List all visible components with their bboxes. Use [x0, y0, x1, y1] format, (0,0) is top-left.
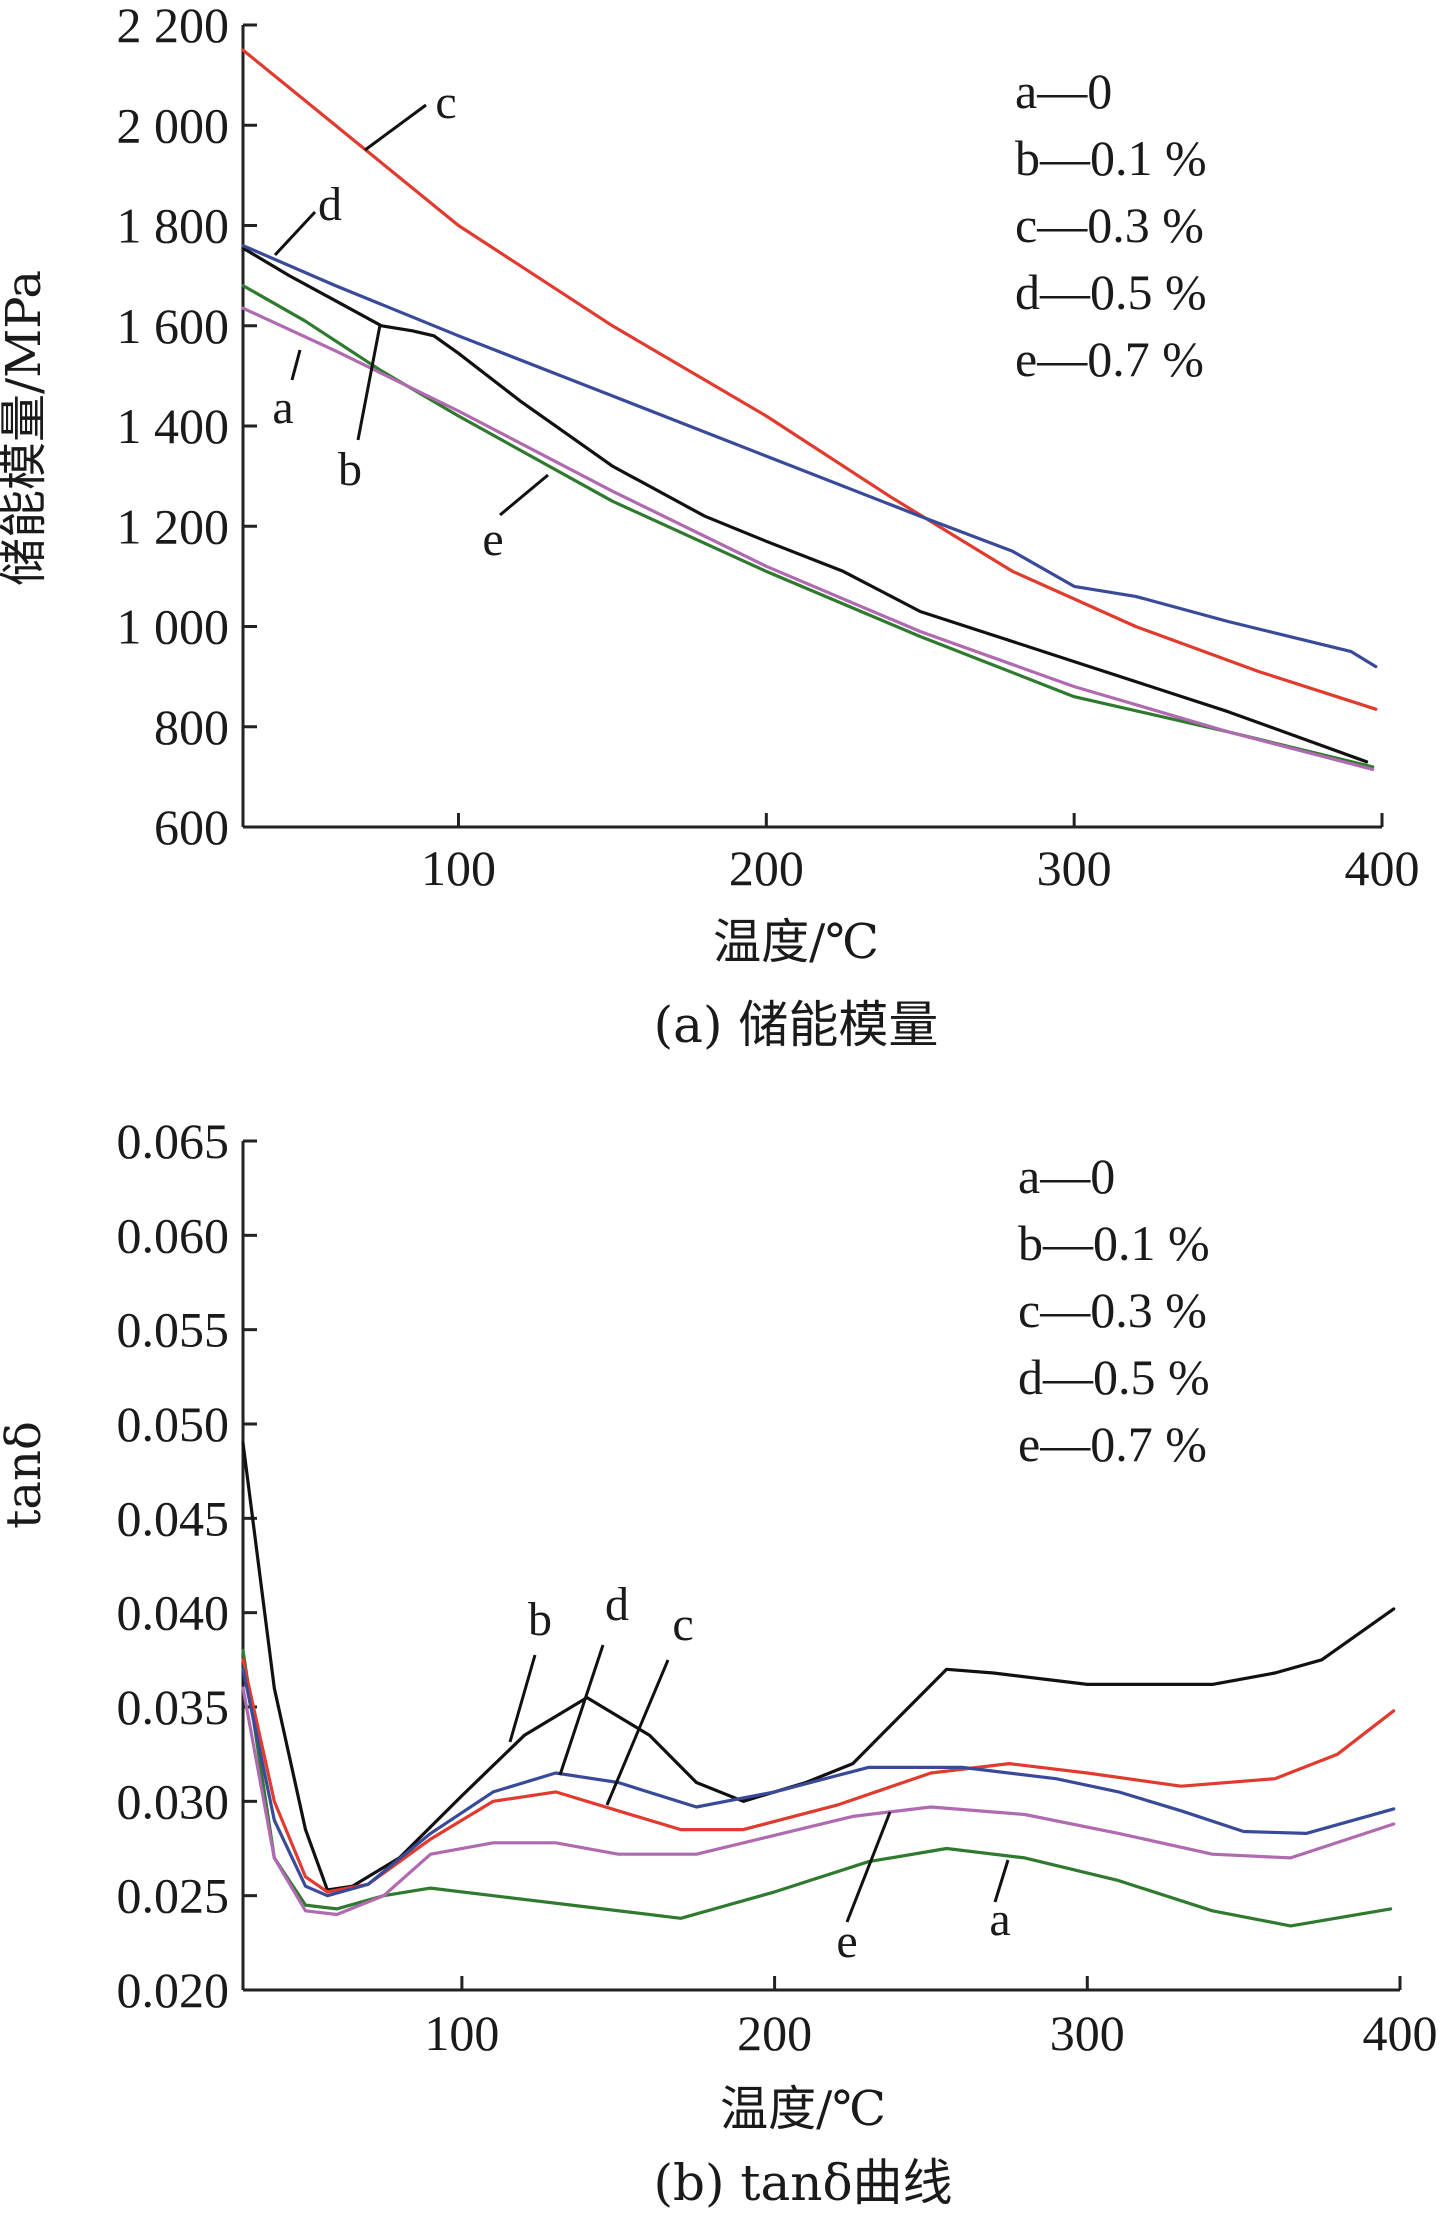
y-tick-label: 800: [154, 699, 229, 755]
legend-entry: a—0: [1015, 63, 1112, 119]
y-tick-label: 1 200: [117, 498, 230, 554]
callout-label: d: [605, 1578, 629, 1631]
y-tick-label: 1 000: [117, 599, 230, 655]
series-line-d: [241, 1667, 1396, 1898]
legend-entry: b—0.1 %: [1015, 130, 1207, 186]
callout-label: b: [528, 1593, 552, 1646]
callout-leader: [499, 473, 549, 517]
panel-tan-delta: tanδ 温度/℃ (b) tanδ曲线 0.020 0.025 0.030 0.03…: [0, 1113, 1438, 2212]
y-tick-label: 0.065: [117, 1113, 230, 1169]
y-tick-label: 0.025: [117, 1868, 230, 1924]
callout-leader: [605, 1659, 670, 1806]
callout-leader: [273, 210, 317, 257]
y-tick-label: 0.045: [117, 1490, 230, 1546]
callout-label: d: [318, 178, 342, 231]
y-tick-label: 0.020: [117, 1962, 230, 2018]
callout-label: c: [435, 76, 456, 129]
series-line-d: [241, 244, 1378, 669]
y-tick-label: 2 200: [117, 0, 230, 53]
y-tick-label: 0.035: [117, 1679, 230, 1735]
y-tick-label: 1 600: [117, 298, 230, 354]
legend-entry: e—0.7 %: [1018, 1416, 1207, 1472]
series-line-e: [241, 306, 1375, 772]
y-tick-label: 0.055: [117, 1302, 230, 1358]
x-tick-label: 400: [1363, 2005, 1438, 2061]
y-tick-label: 0.040: [117, 1585, 230, 1641]
callout-label: e: [482, 513, 503, 566]
callout-label: c: [672, 1598, 693, 1651]
series-line-c: [241, 1658, 1396, 1894]
legend-entry: d—0.5 %: [1018, 1349, 1210, 1405]
callout-label: e: [836, 1915, 857, 1968]
y-tick-label: 0.030: [117, 1773, 230, 1829]
y-axis-label: tanδ: [0, 1421, 52, 1529]
legend-entry: c—0.3 %: [1018, 1282, 1207, 1338]
x-tick-label: 400: [1345, 840, 1420, 896]
panel-caption: (b) tanδ曲线: [653, 2154, 952, 2212]
y-tick-label: 2 000: [117, 97, 230, 153]
callout-leader: [508, 1654, 537, 1743]
y-tick-label: 1 800: [117, 198, 230, 254]
legend-entry: b—0.1 %: [1018, 1215, 1210, 1271]
x-tick-label: 100: [424, 2005, 499, 2061]
callout-leader: [364, 103, 427, 152]
y-tick-label: 1 400: [117, 398, 230, 454]
callout-leader: [993, 1859, 1010, 1903]
legend-entry: c—0.3 %: [1015, 197, 1204, 253]
x-tick-label: 100: [421, 840, 496, 896]
legend-entry: d—0.5 %: [1015, 264, 1207, 320]
series-line-c: [241, 48, 1378, 711]
callout-leader: [290, 349, 302, 381]
y-tick-label: 0.060: [117, 1207, 230, 1263]
legend-entry: e—0.7 %: [1015, 331, 1204, 387]
y-tick-label: 600: [154, 799, 229, 855]
series-line-e: [241, 1686, 1396, 1917]
panel-storage-modulus: 储能模量/MPa 温度/℃ (a) 储能模量 600 800 1 000 1 200 1…: [0, 0, 1420, 1054]
legend-entry: a—0: [1018, 1148, 1115, 1204]
callout-leader: [356, 324, 382, 441]
x-tick-label: 200: [737, 2005, 812, 2061]
series-line-a: [241, 284, 1375, 769]
callout-label: b: [338, 443, 362, 496]
y-axis-label: 储能模量/MPa: [0, 270, 52, 586]
x-tick-label: 300: [1037, 840, 1112, 896]
x-axis-label: 温度/℃: [713, 914, 879, 970]
callout-label: a: [989, 1893, 1010, 1946]
y-tick-label: 0.050: [117, 1396, 230, 1452]
series-line-a: [241, 1648, 1393, 1928]
panel-caption: (a) 储能模量: [654, 996, 939, 1054]
callout-leader: [845, 1811, 892, 1923]
x-tick-label: 300: [1050, 2005, 1125, 2061]
x-axis-label: 温度/℃: [720, 2081, 886, 2137]
callout-leader: [558, 1644, 605, 1776]
x-tick-label: 200: [729, 840, 804, 896]
series-line-b: [241, 246, 1369, 764]
callout-label: a: [272, 381, 293, 434]
